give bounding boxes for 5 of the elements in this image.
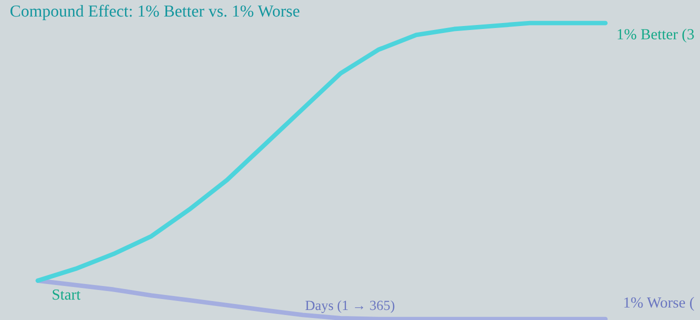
series-label: 1% Better (3 (618, 28, 694, 42)
x-axis-title: Days (1 → 365) (305, 300, 394, 313)
series-label: 1% Worse ( (624, 296, 694, 311)
chart-title: Compound Effect: 1% Better vs. 1% Worse (10, 4, 300, 20)
annotation: Start (52, 289, 80, 300)
